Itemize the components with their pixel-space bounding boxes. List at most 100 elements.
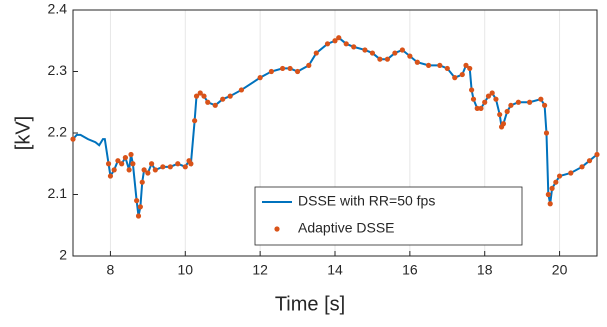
data-point (192, 118, 198, 124)
data-point (504, 108, 510, 115)
data-point (332, 38, 338, 44)
data-point (336, 35, 342, 41)
legend-swatch (274, 226, 280, 232)
data-point (407, 53, 413, 59)
data-point (160, 164, 166, 170)
data-point (474, 105, 480, 111)
data-point (220, 96, 226, 102)
data-point (437, 62, 443, 68)
data-point (543, 130, 550, 136)
data-point (137, 204, 143, 210)
data-point (469, 87, 475, 93)
data-point (201, 93, 207, 99)
data-point (463, 62, 469, 68)
data-point (238, 87, 245, 93)
data-point (549, 185, 555, 191)
data-point (497, 111, 503, 118)
data-point (324, 41, 331, 47)
data-point (182, 164, 188, 170)
data-point (414, 59, 420, 65)
data-point (107, 173, 114, 179)
legend-label: Adaptive DSSE (298, 220, 395, 236)
data-point (105, 161, 112, 167)
data-point (527, 99, 533, 105)
x-tick-label: 14 (327, 262, 343, 278)
data-point (369, 50, 376, 56)
y-tick-label: 2.3 (48, 62, 68, 78)
data-point (547, 201, 553, 207)
x-tick-label: 8 (107, 262, 115, 278)
data-point (152, 167, 158, 173)
data-point (70, 136, 76, 142)
y-tick-label: 2.4 (48, 1, 68, 17)
data-point (399, 47, 405, 53)
data-point (459, 71, 465, 78)
y-tick-label: 2.1 (48, 185, 68, 201)
data-point (205, 99, 211, 105)
data-point (500, 121, 507, 127)
data-point (287, 65, 293, 72)
data-point (515, 99, 522, 105)
axes-box (72, 9, 598, 257)
line-series (72, 36, 598, 217)
data-point (579, 164, 585, 170)
data-point (392, 50, 398, 56)
y-axis-label: [kV] (12, 116, 34, 150)
y-tick-label: 2 (59, 247, 67, 263)
data-point (362, 47, 368, 53)
data-point (227, 93, 233, 99)
x-tick-label: 10 (177, 262, 193, 278)
y-tick-label: 2.2 (48, 124, 68, 140)
data-point (188, 161, 194, 167)
data-point (145, 170, 151, 176)
data-point (377, 56, 383, 62)
data-point (115, 158, 121, 164)
data-point (167, 164, 173, 170)
data-point (508, 102, 514, 108)
x-tick-label: 18 (477, 262, 493, 278)
data-point (553, 179, 559, 185)
data-point (280, 65, 286, 72)
data-point (478, 105, 484, 111)
data-point (542, 102, 548, 108)
data-point (586, 158, 593, 164)
data-point (268, 68, 274, 75)
data-point (556, 173, 563, 179)
data-point (134, 198, 140, 204)
data-point (538, 96, 544, 102)
data-point (193, 93, 200, 99)
data-point (470, 96, 477, 102)
data-point (139, 179, 145, 185)
data-point (212, 102, 218, 108)
x-tick-label: 20 (552, 262, 568, 278)
data-point (149, 161, 155, 167)
data-point (452, 75, 458, 81)
data-point (485, 93, 492, 99)
data-point (119, 161, 125, 167)
data-point (489, 90, 495, 96)
legend (254, 186, 523, 246)
data-point (425, 62, 432, 68)
data-point (126, 167, 132, 173)
data-point (135, 213, 142, 219)
data-point (493, 96, 499, 102)
x-tick-label: 12 (252, 262, 268, 278)
data-point (294, 68, 301, 75)
data-point (175, 161, 181, 167)
data-point (343, 41, 349, 47)
data-point (141, 167, 147, 173)
data-point (313, 50, 319, 56)
legend-label: DSSE with RR=50 fps (298, 193, 435, 209)
data-point (568, 170, 574, 176)
data-point (545, 191, 551, 198)
data-point (467, 65, 473, 72)
data-point (197, 90, 203, 96)
data-point (128, 151, 134, 158)
data-point (594, 151, 600, 158)
data-point (306, 62, 312, 68)
data-point (384, 56, 390, 62)
x-axis-label: Time [s] (275, 293, 345, 315)
data-point (257, 75, 263, 81)
data-point (130, 161, 136, 167)
